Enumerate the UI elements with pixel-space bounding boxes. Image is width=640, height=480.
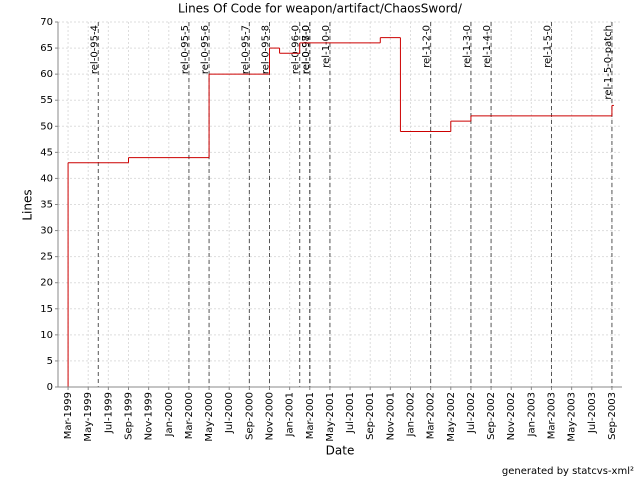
y-tick-label: 5 [47,356,53,367]
y-tick-label: 60 [40,69,53,80]
tag-label: rel-0-96-0 [291,25,302,74]
y-tick-label: 70 [40,17,53,28]
x-tick-label: Jan-2002 [406,392,417,437]
y-tick-label: 35 [40,200,53,211]
x-tick-label: Mar-2002 [426,392,437,439]
x-tick-label: Jan-2001 [285,392,296,437]
tag-label: rel-1-0-0 [321,25,332,68]
x-tick-label: Sep-2003 [607,392,618,440]
x-tick-label: Mar-2000 [184,392,195,439]
y-tick-label: 10 [40,330,53,341]
x-tick-label: Sep-2000 [244,392,255,440]
tag-label: rel-0-95-7 [240,25,251,74]
x-axis-label: Date [326,444,355,458]
x-tick-label: Nov-1999 [144,392,155,440]
y-tick-label: 25 [40,252,53,263]
chart-title: Lines Of Code for weapon/artifact/ChaosS… [178,2,463,16]
x-tick-label: Jul-2003 [587,392,598,434]
x-tick-label: Mar-1999 [63,392,74,439]
x-tick-label: Sep-2002 [486,392,497,440]
footer: generated by statcvs-xml² [502,466,634,477]
x-tick-label: Mar-2001 [305,392,316,439]
x-tick-label: Nov-2002 [506,392,517,440]
x-tick-label: Mar-2003 [547,392,558,439]
tag-label: rel-0-95-5 [180,25,191,74]
x-tick-label: Nov-2001 [385,392,396,440]
tag-label: rel-1-2-0 [422,25,433,68]
y-tick-label: 15 [40,304,53,315]
x-tick-label: Jul-1999 [103,392,114,434]
tag-label: rel-0-95-6 [200,25,211,74]
tag-label: rel-0-97-0 [301,25,312,74]
x-tick-label: May-2003 [567,392,578,442]
y-tick-label: 65 [40,43,53,54]
x-tick-label: Jan-2000 [164,392,175,437]
x-tick-label: Sep-1999 [124,392,135,440]
tag-label: rel-1-3-0 [462,25,473,68]
x-tick-label: Sep-2001 [365,392,376,440]
tag-label: rel-1-5-0-patch [603,25,614,100]
tag-label: rel-0-98-0 [301,25,312,74]
x-tick-label: May-1999 [83,392,94,442]
tag-label: rel-0-95-4 [89,25,100,74]
x-tick-label: May-2001 [325,392,336,442]
x-tick-label: Nov-2000 [265,392,276,440]
x-tick-label: May-2000 [204,392,215,442]
tag-label: rel-1-5-0 [543,25,554,68]
y-tick-label: 20 [40,278,53,289]
x-tick-label: Jan-2003 [526,392,537,437]
y-tick-label: 0 [47,382,53,393]
x-tick-label: Jul-2002 [466,392,477,434]
tag-label: rel-0-95-8 [261,25,272,74]
y-tick-label: 50 [40,121,53,132]
y-tick-label: 40 [40,173,53,184]
y-tick-label: 45 [40,147,53,158]
x-tick-label: Jul-2000 [224,392,235,434]
tag-label: rel-1-4-0 [482,25,493,68]
y-axis-label: Lines [21,189,35,220]
y-tick-label: 55 [40,95,53,106]
x-tick-label: Jul-2001 [345,392,356,434]
x-tick-label: May-2002 [446,392,457,442]
y-tick-label: 30 [40,226,53,237]
